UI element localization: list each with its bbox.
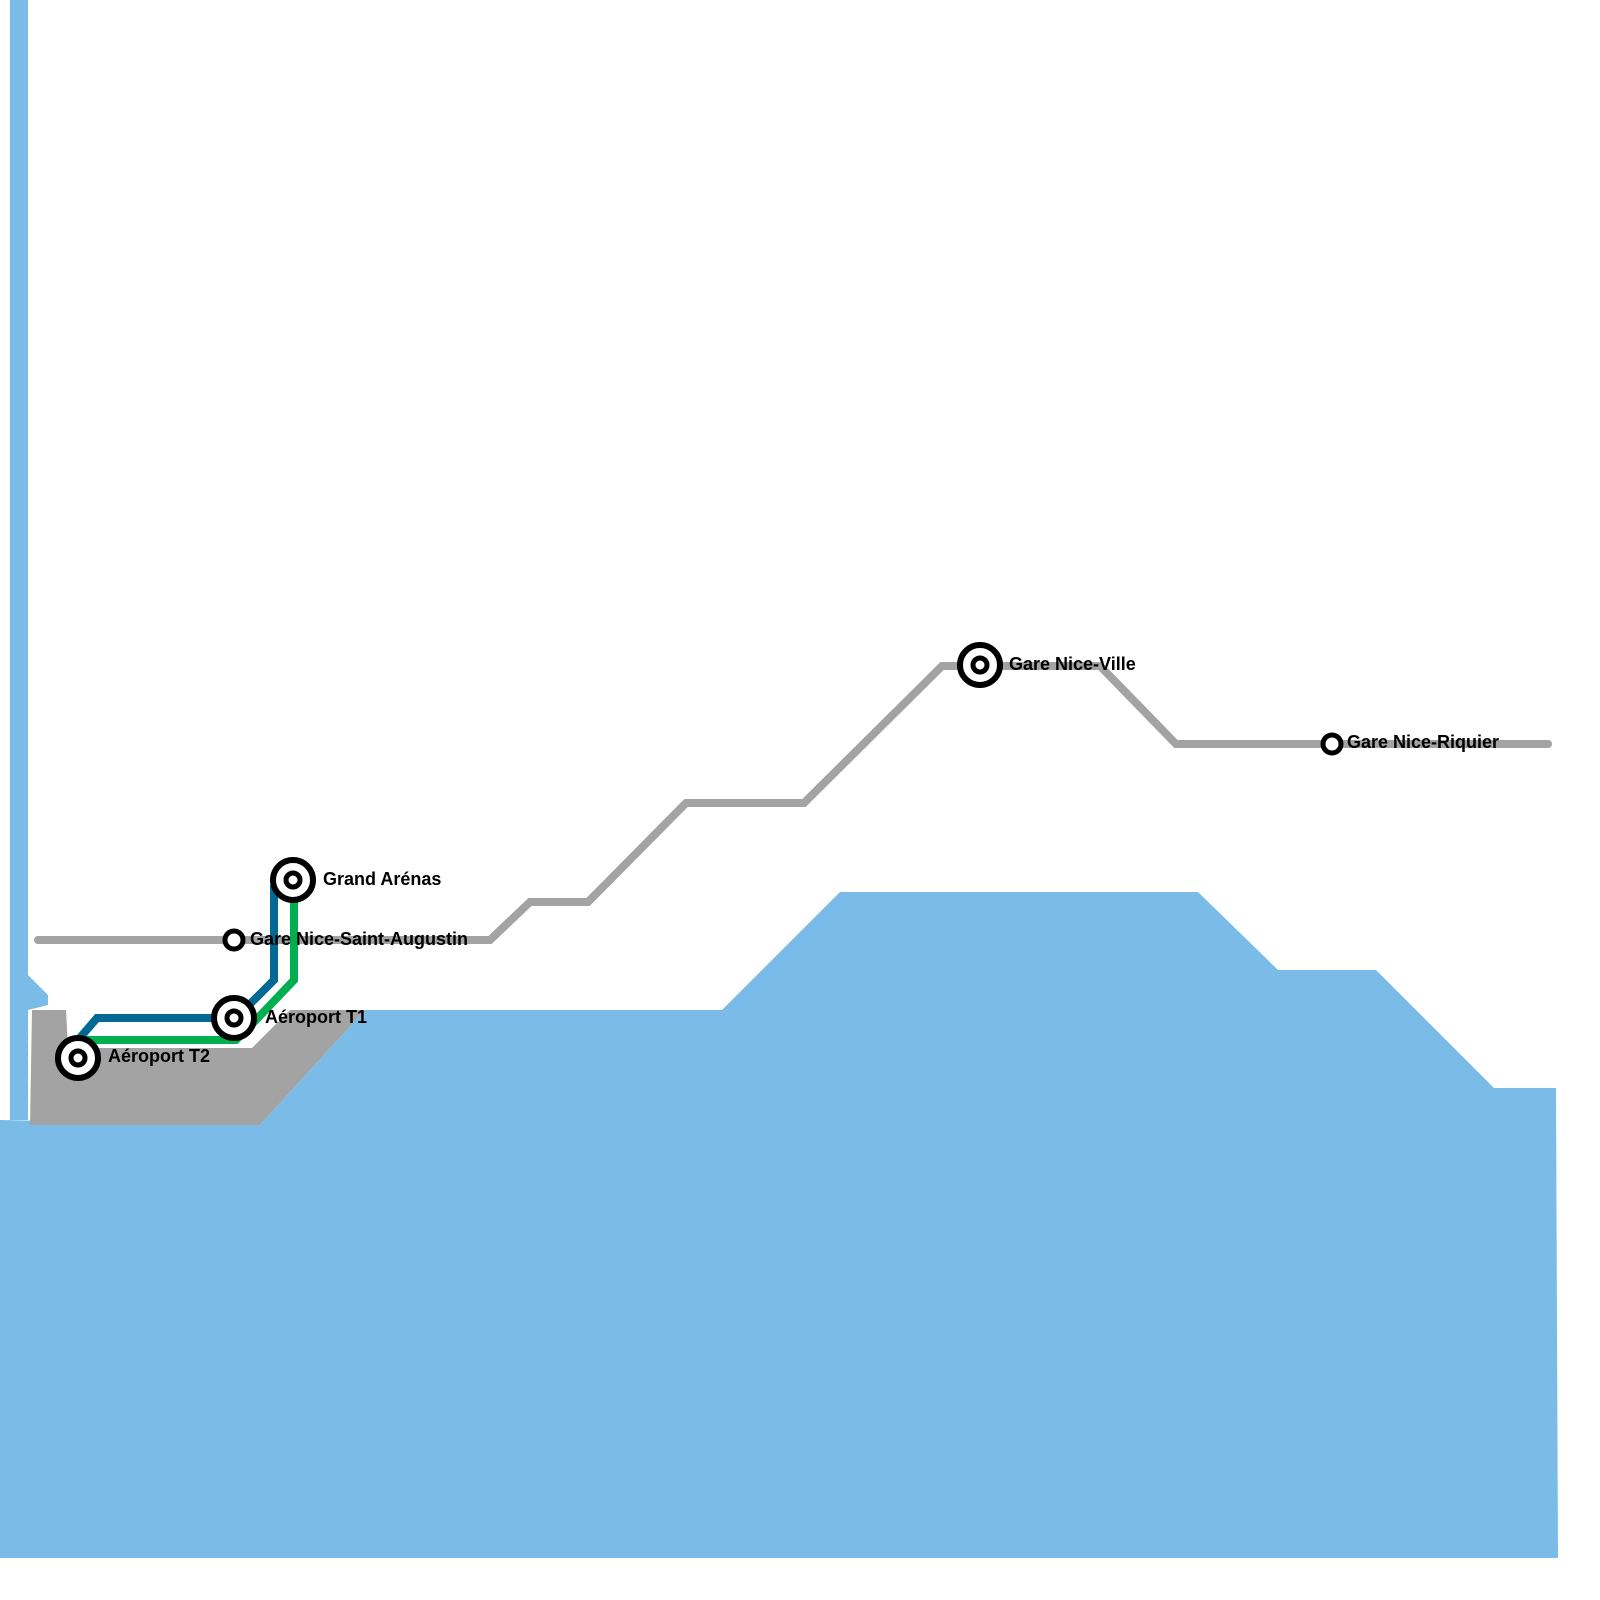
interchange-station	[211, 995, 257, 1041]
station-label: Gare Nice-Riquier	[1347, 732, 1499, 752]
station	[1320, 732, 1344, 756]
stations	[55, 642, 1344, 1081]
interchange-station	[55, 1035, 101, 1081]
interchange-station	[957, 642, 1003, 688]
river	[10, 0, 28, 1120]
airport-area	[30, 1010, 365, 1125]
station-label: Aéroport T1	[265, 1007, 367, 1027]
station-label: Gare Nice-Saint-Augustin	[250, 929, 468, 949]
river-mouth	[28, 975, 48, 1010]
sea	[0, 892, 1558, 1558]
water	[0, 0, 1558, 1558]
station-label: Grand Arénas	[323, 869, 441, 889]
station	[222, 928, 246, 952]
station-label: Gare Nice-Ville	[1009, 654, 1136, 674]
interchange-station	[270, 857, 316, 903]
rail-line	[34, 662, 1552, 944]
station-label: Aéroport T2	[108, 1046, 210, 1066]
